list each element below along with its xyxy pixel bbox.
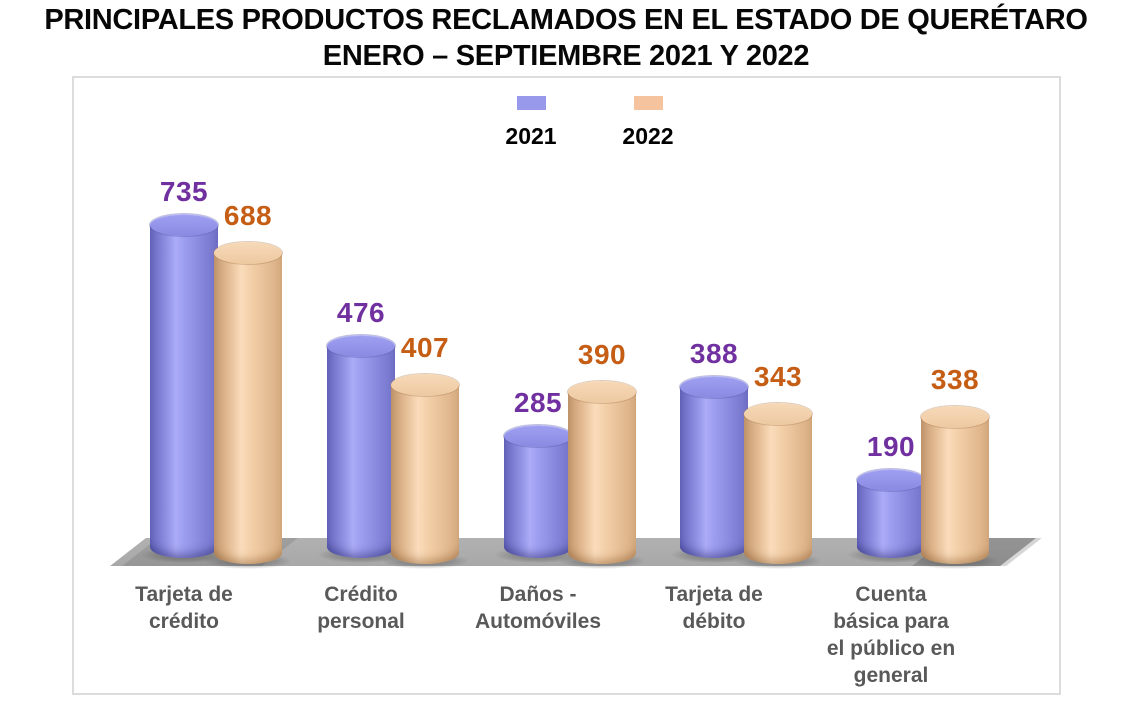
bar-2021-credito-personal: [327, 335, 395, 558]
bar-top-cap: [857, 469, 925, 491]
category-label-cuenta-basica-para-el-publico-en-general: Cuenta básica para el público en general: [796, 581, 986, 689]
category-label-line: débito: [682, 610, 746, 633]
category-label-line: Daños -: [499, 583, 577, 606]
bar-body: [680, 387, 748, 558]
bar-top-cap: [327, 335, 395, 357]
legend-swatch-2021: [516, 96, 546, 110]
bar-top-cap: [504, 425, 572, 447]
bar-top-cap: [568, 381, 636, 403]
bar-body: [391, 385, 459, 564]
value-label-2022-cuenta-basica-para-el-publico-en-general: 338: [930, 364, 980, 395]
category-label-line: básica para: [833, 610, 949, 633]
bar-2021-tarjeta-de-credito: [150, 214, 218, 558]
chart-title-line2: ENERO – SEPTIEMBRE 2021 Y 2022: [322, 40, 810, 72]
value-label-2021-credito-personal: 476: [336, 297, 386, 328]
category-label-credito-personal: Crédito personal: [266, 581, 456, 635]
category-label-tarjeta-de-debito: Tarjeta de débito: [619, 581, 809, 635]
category-label-line: crédito: [148, 610, 219, 633]
bar-body: [921, 417, 989, 564]
legend-swatch-2022: [633, 96, 663, 110]
bar-2021-danos-automoviles: [504, 425, 572, 558]
plot-area: 2021 2022 735 688 Tarjeta de crédito 476 407 C…: [74, 78, 1059, 693]
legend-item-2022: 2022: [593, 96, 703, 150]
chart-title-line1: PRINCIPALES PRODUCTOS RECLAMADOS EN EL E…: [44, 4, 1088, 36]
bar-2022-credito-personal: [391, 374, 459, 564]
bar-top-cap: [921, 406, 989, 428]
category-label-line: el público en: [826, 637, 956, 660]
chart-panel: 2021 2022 735 688 Tarjeta de crédito 476 407 C…: [72, 76, 1061, 695]
category-label-line: Tarjeta de: [135, 583, 233, 606]
bar-body: [568, 392, 636, 564]
bar-body: [327, 346, 395, 558]
bar-body: [214, 253, 282, 564]
value-label-2022-danos-automoviles: 390: [577, 339, 627, 370]
value-label-2021-tarjeta-de-debito: 388: [689, 338, 739, 369]
bar-top-cap: [744, 403, 812, 425]
category-label-line: general: [853, 664, 929, 687]
chart-title: PRINCIPALES PRODUCTOS RECLAMADOS EN EL E…: [0, 2, 1132, 74]
category-label-danos-automoviles: Daños - Automóviles: [443, 581, 633, 635]
legend-label-2021: 2021: [505, 123, 557, 149]
bar-2022-tarjeta-de-debito: [744, 403, 812, 564]
category-label-line: Tarjeta de: [665, 583, 763, 606]
legend-item-2021: 2021: [476, 96, 586, 150]
legend-label-2022: 2022: [622, 123, 674, 149]
bar-body: [150, 225, 218, 558]
bar-top-cap: [214, 242, 282, 264]
bar-body: [744, 414, 812, 564]
bar-2021-cuenta-basica-para-el-publico-en-general: [857, 469, 925, 558]
category-label-line: Cuenta: [855, 583, 927, 606]
bar-top-cap: [150, 214, 218, 236]
value-label-2022-credito-personal: 407: [400, 332, 450, 363]
bar-2022-tarjeta-de-credito: [214, 242, 282, 564]
bar-body: [504, 436, 572, 558]
category-label-line: Crédito: [324, 583, 398, 606]
category-label-line: Automóviles: [474, 610, 602, 633]
bar-body: [857, 480, 925, 558]
bar-2022-danos-automoviles: [568, 381, 636, 564]
value-label-2021-tarjeta-de-credito: 735: [159, 176, 209, 207]
bar-top-cap: [391, 374, 459, 396]
value-label-2021-danos-automoviles: 285: [513, 387, 563, 418]
value-label-2022-tarjeta-de-debito: 343: [753, 361, 803, 392]
bar-2021-tarjeta-de-debito: [680, 376, 748, 558]
category-label-tarjeta-de-credito: Tarjeta de crédito: [89, 581, 279, 635]
bar-top-cap: [680, 376, 748, 398]
value-label-2021-cuenta-basica-para-el-publico-en-general: 190: [866, 431, 916, 462]
bar-2022-cuenta-basica-para-el-publico-en-general: [921, 406, 989, 564]
category-label-line: personal: [317, 610, 405, 633]
value-label-2022-tarjeta-de-credito: 688: [223, 200, 273, 231]
